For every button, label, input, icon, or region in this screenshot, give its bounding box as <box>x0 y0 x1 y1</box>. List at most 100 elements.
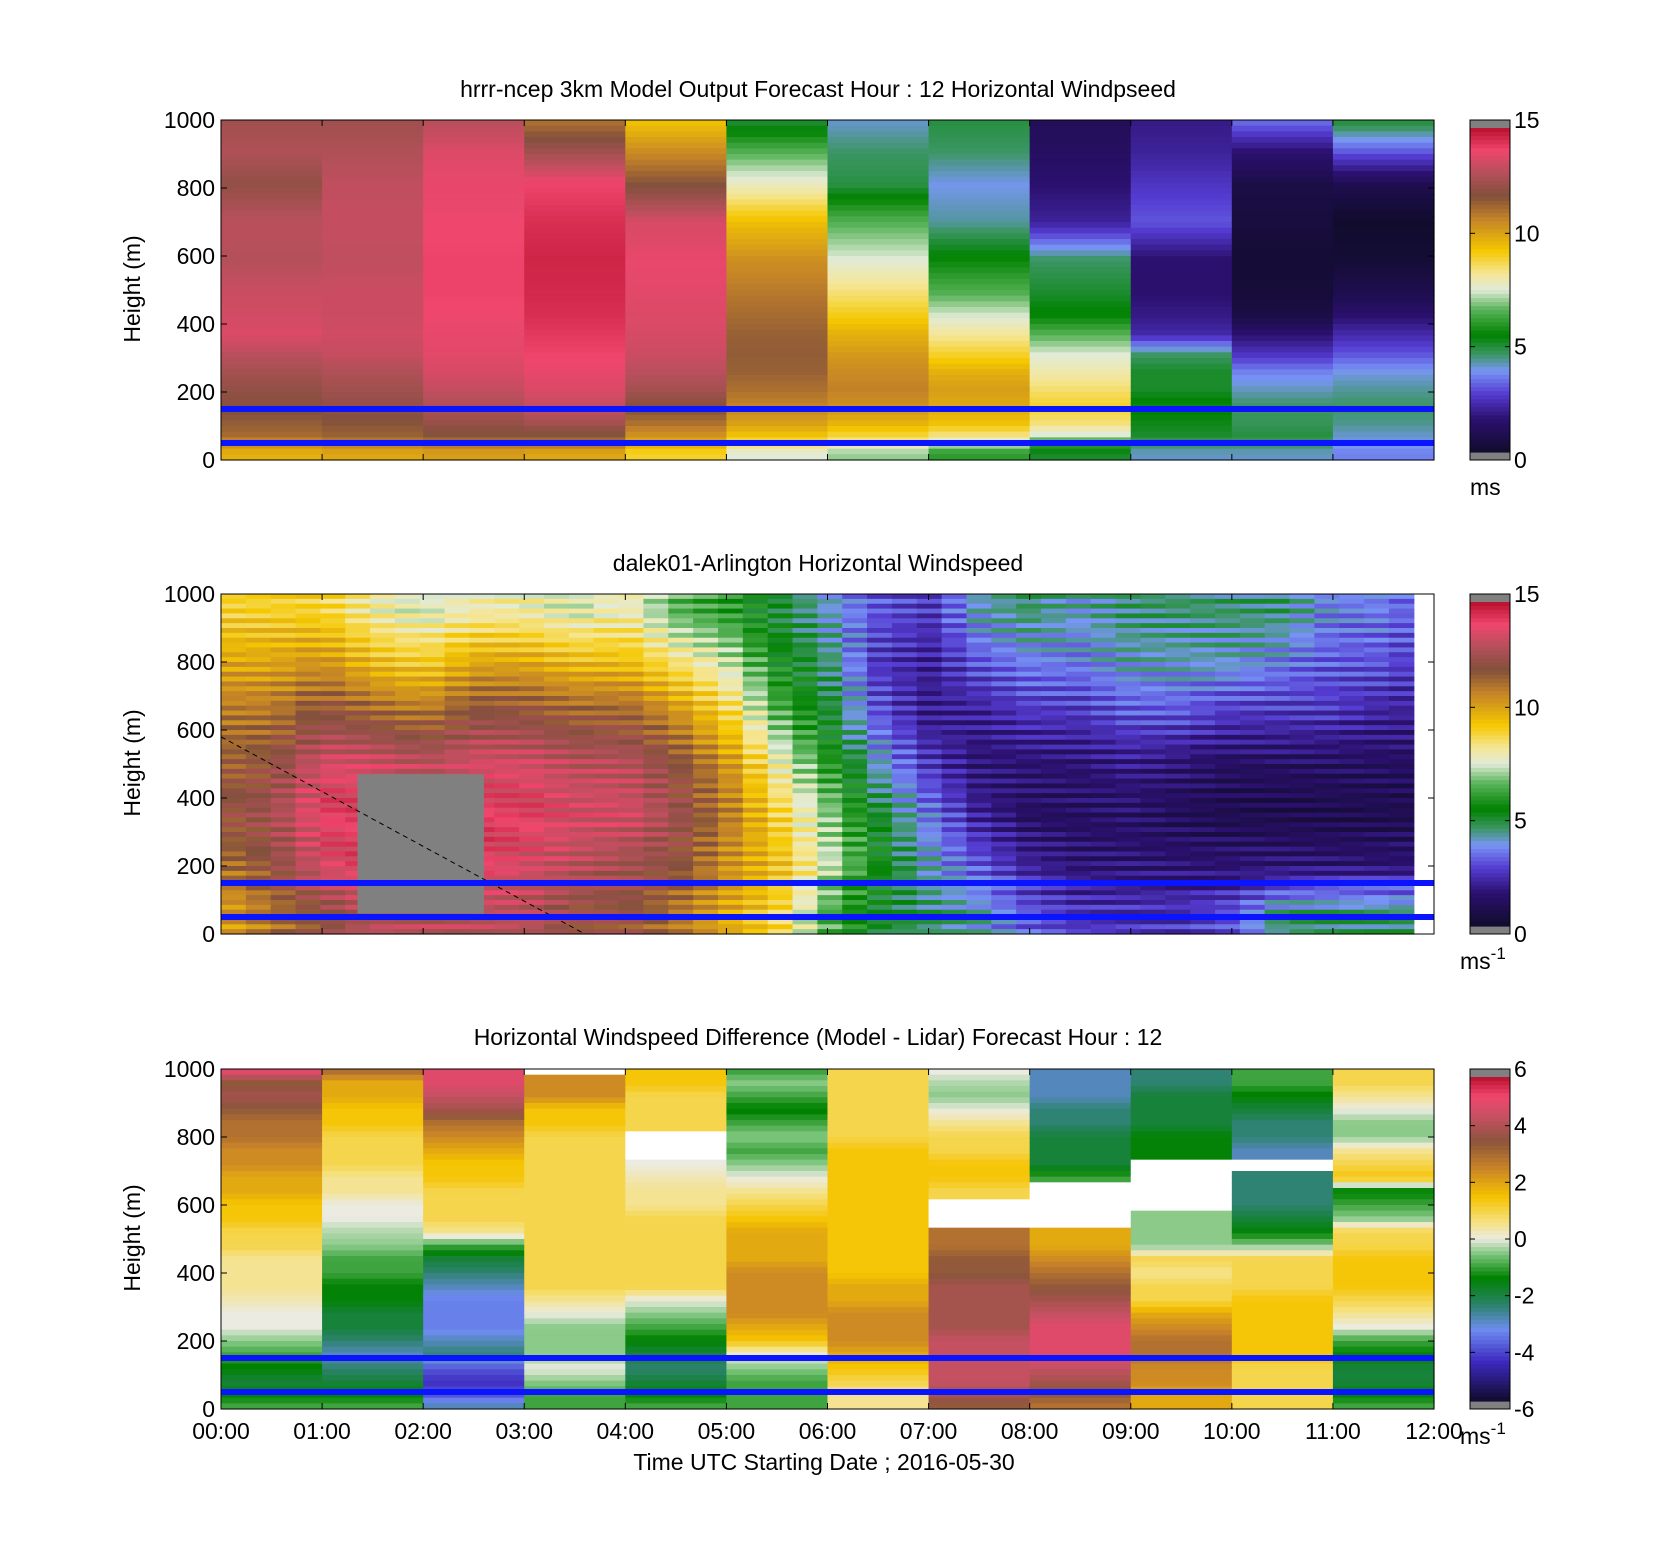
heatmap-cell <box>625 125 728 132</box>
heatmap-cell <box>726 318 829 325</box>
heatmap-cell <box>1190 739 1216 746</box>
heatmap-cell <box>221 1086 323 1093</box>
heatmap-cell <box>625 1244 728 1251</box>
heatmap-cell <box>792 637 818 644</box>
heatmap-cell <box>891 739 918 746</box>
heatmap-cell <box>370 744 396 751</box>
heatmap-cell <box>295 768 321 775</box>
heatmap-cell <box>270 778 297 785</box>
heatmap-cell <box>524 159 626 166</box>
heatmap-cell <box>1289 773 1315 780</box>
heatmap-cell <box>618 793 645 799</box>
heatmap-cell <box>245 929 272 935</box>
heatmap-cell <box>524 1165 626 1172</box>
heatmap-cell <box>524 318 626 325</box>
heatmap-cell <box>1090 802 1117 809</box>
heatmap-cell <box>1264 832 1291 838</box>
heatmap-cell <box>726 1329 829 1336</box>
heatmap-cell <box>1364 715 1390 721</box>
heatmap-cell <box>1130 352 1233 359</box>
heatmap-cell <box>423 205 525 212</box>
heatmap-cell <box>1231 176 1334 183</box>
heatmap-cell <box>742 754 769 760</box>
heatmap-cell <box>1332 307 1435 314</box>
heatmap-cell <box>668 618 694 624</box>
heatmap-cell <box>1029 1341 1132 1348</box>
heatmap-plot <box>221 120 1435 461</box>
colorbar-swatch <box>1470 334 1510 340</box>
heatmap-cell <box>1214 904 1241 911</box>
heatmap-cell <box>916 851 943 857</box>
heatmap-cell <box>519 875 545 882</box>
colorbar-swatch <box>1470 917 1510 923</box>
heatmap-cell <box>668 715 694 721</box>
heatmap-cell <box>1289 666 1315 673</box>
heatmap-cell <box>1239 919 1266 925</box>
heatmap-cell <box>1041 686 1067 692</box>
heatmap-cell <box>221 710 247 717</box>
heatmap-cell <box>717 802 744 809</box>
heatmap-cell <box>1016 846 1042 853</box>
heatmap-cell <box>221 142 323 149</box>
heatmap-cell <box>827 256 930 263</box>
heatmap-cell <box>1065 783 1092 789</box>
heatmap-cell <box>1364 754 1390 760</box>
heatmap-cell <box>568 890 595 896</box>
heatmap-cell <box>1090 890 1117 896</box>
heatmap-cell <box>524 137 626 144</box>
heatmap-cell <box>345 691 371 697</box>
heatmap-cell <box>827 1244 930 1251</box>
heatmap-cell <box>991 929 1017 935</box>
heatmap-cell <box>320 807 346 814</box>
heatmap-cell <box>726 1295 829 1302</box>
heatmap-cell <box>991 836 1017 843</box>
heatmap-cell <box>693 817 719 823</box>
heatmap-cell <box>891 613 918 619</box>
heatmap-cell <box>827 148 930 155</box>
heatmap-cell <box>827 431 930 438</box>
heatmap-cell <box>693 662 719 668</box>
heatmap-cell <box>991 802 1017 809</box>
heatmap-cell <box>1029 358 1132 365</box>
heatmap-cell <box>419 623 446 629</box>
heatmap-cell <box>1314 802 1340 809</box>
heatmap-cell <box>1029 448 1132 455</box>
heatmap-cell <box>726 1278 829 1285</box>
heatmap-cell <box>320 822 346 828</box>
colorbar-swatch <box>1470 731 1510 737</box>
heatmap-cell <box>1165 618 1191 624</box>
heatmap-cell <box>1289 807 1315 814</box>
heatmap-cell <box>767 730 794 736</box>
heatmap-cell <box>1332 386 1435 393</box>
heatmap-cell <box>1339 613 1365 619</box>
heatmap-cell <box>593 836 620 843</box>
heatmap-cell <box>1029 273 1132 280</box>
heatmap-cell <box>1314 754 1340 760</box>
heatmap-cell <box>817 710 843 717</box>
heatmap-cell <box>1388 890 1415 896</box>
heatmap-cell <box>394 705 421 712</box>
heatmap-cell <box>1264 793 1291 799</box>
heatmap-cell <box>1115 642 1142 649</box>
heatmap-cell <box>221 426 323 433</box>
heatmap-cell <box>494 710 520 717</box>
heatmap-cell <box>1029 1176 1132 1183</box>
heatmap-cell <box>625 165 728 172</box>
heatmap-cell <box>270 870 297 877</box>
heatmap-cell <box>1264 632 1291 639</box>
heatmap-cell <box>320 802 346 809</box>
heatmap-cell <box>1231 273 1334 280</box>
heatmap-cell <box>928 1137 1031 1144</box>
heatmap-cell <box>891 715 918 721</box>
heatmap-cell <box>717 827 744 833</box>
heatmap-cell <box>1231 171 1334 178</box>
heatmap-cell <box>1016 832 1042 838</box>
colorbar-swatch <box>1470 233 1510 238</box>
heatmap-cell <box>693 710 719 717</box>
heatmap-cell <box>544 759 570 765</box>
heatmap-cell <box>928 454 1031 461</box>
heatmap-cell <box>1130 431 1233 438</box>
heatmap-cell <box>322 1250 424 1257</box>
heatmap-cell <box>1130 1239 1233 1246</box>
heatmap-cell <box>767 725 794 731</box>
